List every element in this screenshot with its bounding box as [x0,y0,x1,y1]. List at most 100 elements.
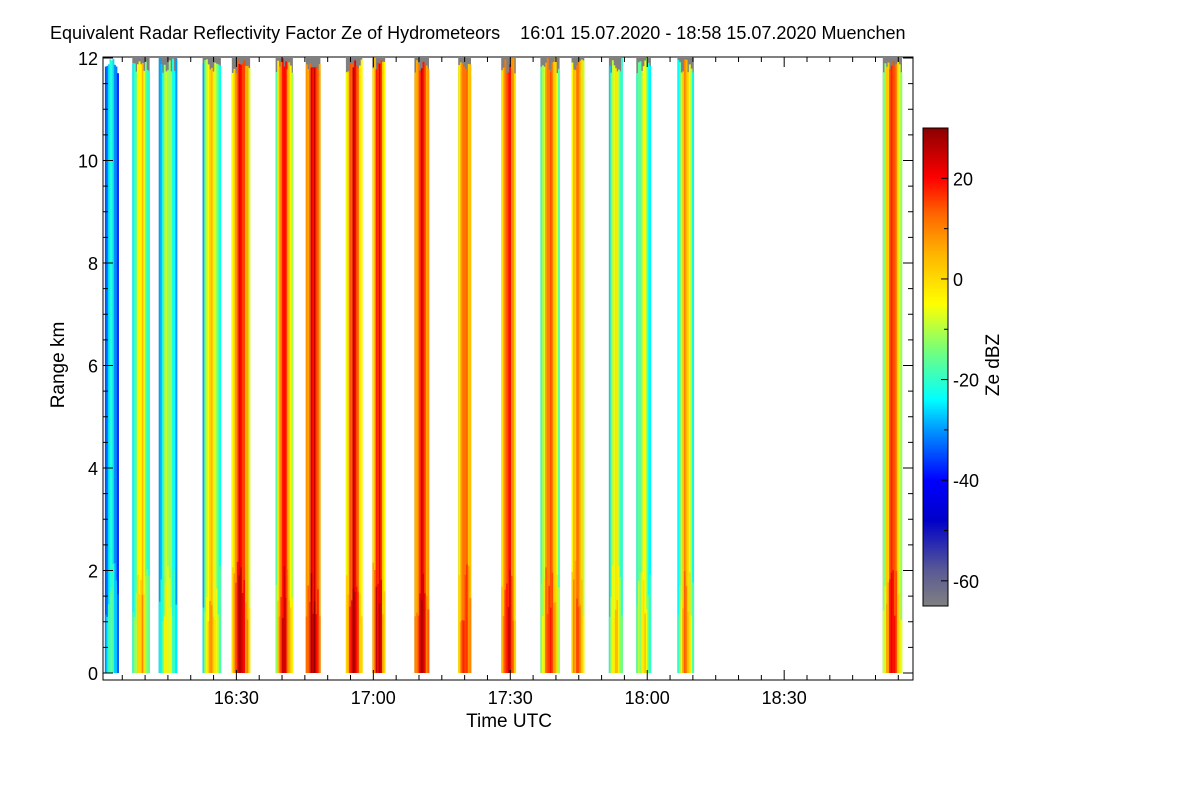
reflectivity-cell [637,62,640,674]
reflectivity-cell [425,596,428,673]
reflectivity-cell [512,620,515,673]
reflectivity-cell [281,58,284,673]
reflectivity-cell [647,595,650,673]
reflectivity-cell [133,616,136,673]
reflectivity-cell [357,68,360,673]
reflectivity-cell [679,585,681,673]
reflectivity-cell [610,596,613,673]
reflectivity-cell [315,614,318,673]
reflectivity-cell [309,602,311,673]
reflectivity-cell [117,73,119,673]
reflectivity-cell [540,584,543,673]
reflectivity-cell [173,569,176,673]
reflectivity-cell [885,603,888,673]
reflectivity-cell [683,571,686,673]
reflectivity-cell [501,586,504,673]
reflectivity-cell [109,591,112,673]
reflectivity-cell [158,601,161,673]
reflectivity-cell [375,69,378,673]
reflectivity-cell [512,58,515,674]
reflectivity-cell [682,608,685,673]
reflectivity-cell [892,570,895,673]
reflectivity-cell [160,579,163,673]
reflectivity-cell [288,600,291,673]
reflectivity-cell [111,60,113,673]
reflectivity-cell [375,586,378,673]
y-tick-label: 2 [88,562,98,582]
reflectivity-cell [506,73,508,673]
radar-column [132,58,150,674]
reflectivity-cell [690,615,693,673]
reflectivity-cell [619,71,622,673]
reflectivity-cell [639,572,642,673]
reflectivity-cell [427,68,430,673]
y-tick-label: 4 [88,459,98,479]
reflectivity-cell [642,580,645,673]
reflectivity-cell [685,59,688,674]
radar-column [231,58,251,674]
reflectivity-cell [140,64,143,674]
reflectivity-cell [352,588,355,673]
reflectivity-cell [553,602,556,673]
reflectivity-cell [313,601,316,673]
reflectivity-cell [647,62,650,674]
reflectivity-cell [554,602,557,673]
reflectivity-cell [688,64,691,673]
reflectivity-cell [679,62,681,673]
colorbar-tick-label: -20 [953,371,979,391]
reflectivity-cell [458,65,461,673]
reflectivity-cell [347,71,350,674]
reflectivity-cell [613,617,616,673]
reflectivity-cell [467,566,470,673]
reflectivity-cell [557,587,560,673]
reflectivity-cell [310,67,313,673]
reflectivity-cell [144,576,147,673]
reflectivity-cell [644,613,647,673]
reflectivity-cell [238,64,241,673]
reflectivity-cell [608,616,611,673]
reflectivity-cell [892,60,895,674]
reflectivity-cell [241,593,244,673]
reflectivity-cell [889,69,892,674]
reflectivity-cell [582,615,585,673]
x-tick-label: 17:00 [351,688,396,708]
reflectivity-cell [882,610,885,673]
reflectivity-cell [621,615,623,673]
reflectivity-cell [685,586,688,673]
reflectivity-cell [167,566,170,673]
reflectivity-cell [576,64,579,674]
reflectivity-cell [170,71,173,673]
radar-column [305,58,321,674]
reflectivity-cell [219,566,222,673]
reflectivity-cell [114,563,116,673]
reflectivity-cell [135,71,138,674]
reflectivity-cell [884,586,887,673]
reflectivity-cell [233,68,236,674]
reflectivity-cell [501,70,504,673]
reflectivity-cell [318,616,321,673]
reflectivity-cell [690,68,693,674]
reflectivity-cell [209,69,212,673]
reflectivity-cell [682,71,685,673]
reflectivity-cell [543,578,546,673]
reflectivity-cell [469,64,472,673]
reflectivity-cell [219,65,222,673]
y-tick-label: 12 [78,49,98,69]
reflectivity-cell [238,575,241,673]
reflectivity-cell [215,588,218,673]
reflectivity-cell [205,596,208,673]
reflectivity-cell [231,567,234,673]
reflectivity-cell [345,575,348,673]
reflectivity-cell [636,73,639,674]
reflectivity-cell [422,61,425,673]
reflectivity-cell [246,65,249,673]
reflectivity-cell [582,60,585,673]
reflectivity-cell [354,60,357,673]
reflectivity-cell [377,583,380,673]
reflectivity-cell [235,73,238,673]
radar-column [104,58,119,674]
reflectivity-cell [350,63,353,673]
reflectivity-cell [291,72,294,674]
reflectivity-cell [680,599,683,673]
reflectivity-cell [162,621,165,673]
